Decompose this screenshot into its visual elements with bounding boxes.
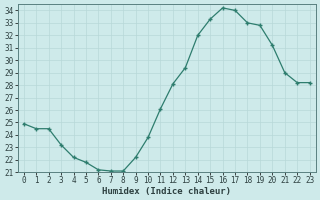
X-axis label: Humidex (Indice chaleur): Humidex (Indice chaleur): [102, 187, 231, 196]
